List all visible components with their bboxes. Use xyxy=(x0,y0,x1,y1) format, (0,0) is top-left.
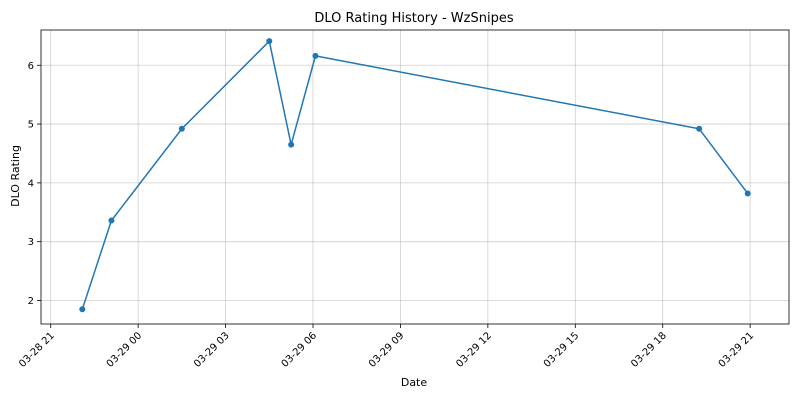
data-point xyxy=(108,217,115,224)
data-point xyxy=(79,306,86,313)
x-tick-labels: 03-28 21 03-29 00 03-29 03 03-29 06 03-29 09… xyxy=(17,330,756,370)
y-tick-label: 2 xyxy=(28,296,34,307)
y-axis-label: DLO Rating xyxy=(9,145,22,207)
x-tick-label: 03-29 15 xyxy=(542,330,582,370)
data-point xyxy=(312,52,319,59)
x-tick-label: 03-29 03 xyxy=(192,330,232,370)
y-tick-label: 6 xyxy=(28,61,34,72)
x-tick-label: 03-29 00 xyxy=(105,330,145,370)
grid-lines xyxy=(41,30,789,324)
data-point xyxy=(266,38,273,45)
data-point xyxy=(696,125,703,132)
chart-title: DLO Rating History - WzSnipes xyxy=(314,11,513,26)
x-tick-label: 03-29 12 xyxy=(454,330,494,370)
y-tick-labels: 2 3 4 5 6 xyxy=(28,61,34,307)
data-point xyxy=(288,141,295,148)
x-tick-label: 03-28 21 xyxy=(17,330,57,370)
x-tick-label: 03-29 21 xyxy=(717,330,757,370)
x-tick-label: 03-29 06 xyxy=(280,330,320,370)
y-tick-label: 4 xyxy=(28,178,34,189)
x-axis-label: Date xyxy=(401,376,428,389)
data-point xyxy=(744,190,751,197)
data-point xyxy=(178,125,185,132)
plot-frame xyxy=(40,29,790,325)
y-tick-label: 3 xyxy=(28,237,34,248)
y-tick-label: 5 xyxy=(28,120,34,131)
series-layer xyxy=(79,38,751,313)
x-tick-label: 03-29 09 xyxy=(367,330,407,370)
tick-marks xyxy=(37,64,751,328)
x-tick-label: 03-29 18 xyxy=(629,330,669,370)
series-line xyxy=(81,39,749,310)
